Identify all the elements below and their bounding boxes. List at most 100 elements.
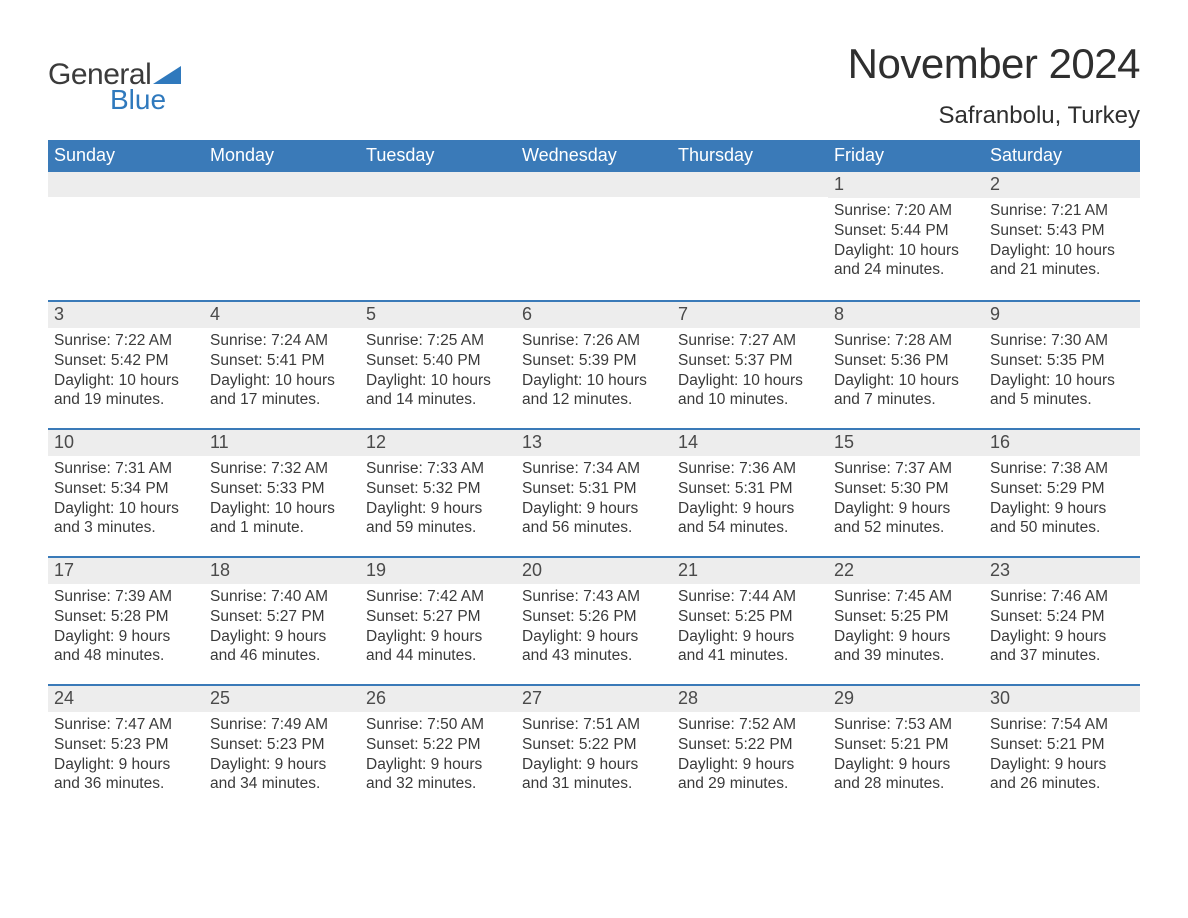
daylight-text: Daylight: 9 hours and 32 minutes. — [366, 755, 510, 795]
calendar-day — [360, 172, 516, 300]
sunrise-text: Sunrise: 7:39 AM — [54, 587, 198, 607]
day-body: Sunrise: 7:53 AMSunset: 5:21 PMDaylight:… — [828, 712, 984, 802]
calendar-day: 19Sunrise: 7:42 AMSunset: 5:27 PMDayligh… — [360, 558, 516, 684]
day-number-row: 27 — [516, 686, 672, 712]
sunset-text: Sunset: 5:27 PM — [366, 607, 510, 627]
calendar-week: 1Sunrise: 7:20 AMSunset: 5:44 PMDaylight… — [48, 172, 1140, 300]
sunset-text: Sunset: 5:44 PM — [834, 221, 978, 241]
day-number: 15 — [834, 432, 854, 452]
day-body: Sunrise: 7:36 AMSunset: 5:31 PMDaylight:… — [672, 456, 828, 546]
sunrise-text: Sunrise: 7:51 AM — [522, 715, 666, 735]
daylight-text: Daylight: 9 hours and 54 minutes. — [678, 499, 822, 539]
calendar-day: 9Sunrise: 7:30 AMSunset: 5:35 PMDaylight… — [984, 302, 1140, 428]
day-number-row: 13 — [516, 430, 672, 456]
daylight-text: Daylight: 9 hours and 50 minutes. — [990, 499, 1134, 539]
day-number-row: 5 — [360, 302, 516, 328]
sunset-text: Sunset: 5:28 PM — [54, 607, 198, 627]
calendar-day: 3Sunrise: 7:22 AMSunset: 5:42 PMDaylight… — [48, 302, 204, 428]
sunset-text: Sunset: 5:25 PM — [834, 607, 978, 627]
sunrise-text: Sunrise: 7:42 AM — [366, 587, 510, 607]
sunrise-text: Sunrise: 7:28 AM — [834, 331, 978, 351]
day-number-row: 17 — [48, 558, 204, 584]
calendar-day: 16Sunrise: 7:38 AMSunset: 5:29 PMDayligh… — [984, 430, 1140, 556]
day-number: 25 — [210, 688, 230, 708]
sunrise-text: Sunrise: 7:27 AM — [678, 331, 822, 351]
sunrise-text: Sunrise: 7:47 AM — [54, 715, 198, 735]
day-number: 3 — [54, 304, 64, 324]
calendar-day — [204, 172, 360, 300]
sunrise-text: Sunrise: 7:25 AM — [366, 331, 510, 351]
day-number-row: 1 — [828, 172, 984, 198]
daylight-text: Daylight: 9 hours and 44 minutes. — [366, 627, 510, 667]
day-body: Sunrise: 7:44 AMSunset: 5:25 PMDaylight:… — [672, 584, 828, 674]
day-number: 27 — [522, 688, 542, 708]
calendar-day: 4Sunrise: 7:24 AMSunset: 5:41 PMDaylight… — [204, 302, 360, 428]
day-body: Sunrise: 7:20 AMSunset: 5:44 PMDaylight:… — [828, 198, 984, 288]
day-number: 28 — [678, 688, 698, 708]
sunset-text: Sunset: 5:22 PM — [678, 735, 822, 755]
dow-sunday: Sunday — [48, 140, 204, 172]
daylight-text: Daylight: 9 hours and 37 minutes. — [990, 627, 1134, 667]
sunrise-text: Sunrise: 7:49 AM — [210, 715, 354, 735]
calendar-day: 17Sunrise: 7:39 AMSunset: 5:28 PMDayligh… — [48, 558, 204, 684]
calendar-day: 10Sunrise: 7:31 AMSunset: 5:34 PMDayligh… — [48, 430, 204, 556]
day-body: Sunrise: 7:54 AMSunset: 5:21 PMDaylight:… — [984, 712, 1140, 802]
daylight-text: Daylight: 9 hours and 59 minutes. — [366, 499, 510, 539]
day-number-row: 4 — [204, 302, 360, 328]
day-body — [204, 197, 360, 208]
calendar-day: 6Sunrise: 7:26 AMSunset: 5:39 PMDaylight… — [516, 302, 672, 428]
sunset-text: Sunset: 5:25 PM — [678, 607, 822, 627]
day-number: 11 — [210, 432, 229, 452]
day-number: 30 — [990, 688, 1010, 708]
day-body — [48, 197, 204, 208]
sunset-text: Sunset: 5:22 PM — [366, 735, 510, 755]
day-number: 26 — [366, 688, 386, 708]
day-body — [360, 197, 516, 208]
sunrise-text: Sunrise: 7:53 AM — [834, 715, 978, 735]
calendar-week: 10Sunrise: 7:31 AMSunset: 5:34 PMDayligh… — [48, 428, 1140, 556]
daylight-text: Daylight: 10 hours and 10 minutes. — [678, 371, 822, 411]
day-body: Sunrise: 7:34 AMSunset: 5:31 PMDaylight:… — [516, 456, 672, 546]
day-body: Sunrise: 7:24 AMSunset: 5:41 PMDaylight:… — [204, 328, 360, 418]
sunrise-text: Sunrise: 7:45 AM — [834, 587, 978, 607]
day-number-row: 3 — [48, 302, 204, 328]
sunset-text: Sunset: 5:36 PM — [834, 351, 978, 371]
day-body: Sunrise: 7:37 AMSunset: 5:30 PMDaylight:… — [828, 456, 984, 546]
title-block: November 2024 Safranbolu, Turkey — [848, 40, 1140, 130]
day-number: 23 — [990, 560, 1010, 580]
calendar-day: 24Sunrise: 7:47 AMSunset: 5:23 PMDayligh… — [48, 686, 204, 812]
sunrise-text: Sunrise: 7:52 AM — [678, 715, 822, 735]
day-number: 8 — [834, 304, 844, 324]
day-number-row: 11 — [204, 430, 360, 456]
day-number: 5 — [366, 304, 376, 324]
calendar-day: 5Sunrise: 7:25 AMSunset: 5:40 PMDaylight… — [360, 302, 516, 428]
day-body — [672, 197, 828, 208]
month-title: November 2024 — [848, 40, 1140, 88]
day-number-row — [360, 172, 516, 197]
page-header: General Blue November 2024 Safranbolu, T… — [48, 40, 1140, 130]
daylight-text: Daylight: 9 hours and 26 minutes. — [990, 755, 1134, 795]
sunrise-text: Sunrise: 7:46 AM — [990, 587, 1134, 607]
day-number: 14 — [678, 432, 698, 452]
day-number: 6 — [522, 304, 532, 324]
daylight-text: Daylight: 9 hours and 43 minutes. — [522, 627, 666, 667]
sunrise-text: Sunrise: 7:50 AM — [366, 715, 510, 735]
sunrise-text: Sunrise: 7:37 AM — [834, 459, 978, 479]
sunrise-text: Sunrise: 7:26 AM — [522, 331, 666, 351]
day-number-row: 7 — [672, 302, 828, 328]
day-number-row: 22 — [828, 558, 984, 584]
calendar-week: 17Sunrise: 7:39 AMSunset: 5:28 PMDayligh… — [48, 556, 1140, 684]
day-body: Sunrise: 7:39 AMSunset: 5:28 PMDaylight:… — [48, 584, 204, 674]
day-number: 18 — [210, 560, 230, 580]
daylight-text: Daylight: 10 hours and 3 minutes. — [54, 499, 198, 539]
daylight-text: Daylight: 10 hours and 19 minutes. — [54, 371, 198, 411]
brand-triangle-icon — [153, 64, 181, 84]
day-number: 12 — [366, 432, 386, 452]
day-number: 16 — [990, 432, 1010, 452]
day-body: Sunrise: 7:31 AMSunset: 5:34 PMDaylight:… — [48, 456, 204, 546]
day-body: Sunrise: 7:43 AMSunset: 5:26 PMDaylight:… — [516, 584, 672, 674]
sunrise-text: Sunrise: 7:31 AM — [54, 459, 198, 479]
sunset-text: Sunset: 5:31 PM — [522, 479, 666, 499]
calendar-day: 20Sunrise: 7:43 AMSunset: 5:26 PMDayligh… — [516, 558, 672, 684]
sunset-text: Sunset: 5:29 PM — [990, 479, 1134, 499]
